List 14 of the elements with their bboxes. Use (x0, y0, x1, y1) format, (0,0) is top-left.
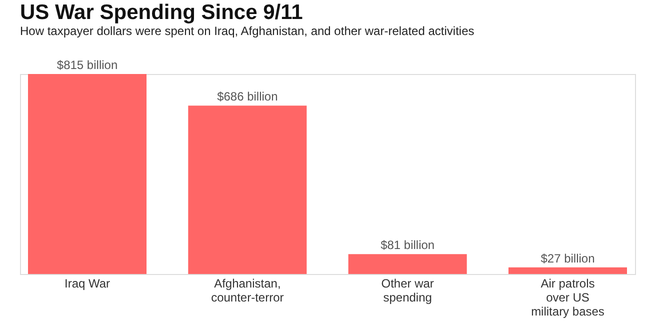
chart-title: US War Spending Since 9/11 (20, 1, 304, 24)
bar (348, 254, 467, 274)
data-label: $27 billion (540, 251, 595, 266)
bar (28, 74, 147, 274)
x-tick-label: Iraq War (64, 276, 110, 290)
data-label: $815 billion (56, 58, 118, 72)
x-tick-label: Other war spending (381, 276, 434, 304)
data-label: $686 billion (217, 90, 278, 104)
x-tick-label: Air patrols over US military bases (531, 276, 604, 318)
chart-subtitle: How taxpayer dollars were spent on Iraq, Afghanistan, and other war-related activities (20, 24, 474, 38)
bar (508, 267, 627, 274)
data-label: $81 billion (380, 238, 435, 252)
x-tick-label: Afghanistan, counter-terror (211, 276, 284, 304)
bar (188, 106, 307, 274)
